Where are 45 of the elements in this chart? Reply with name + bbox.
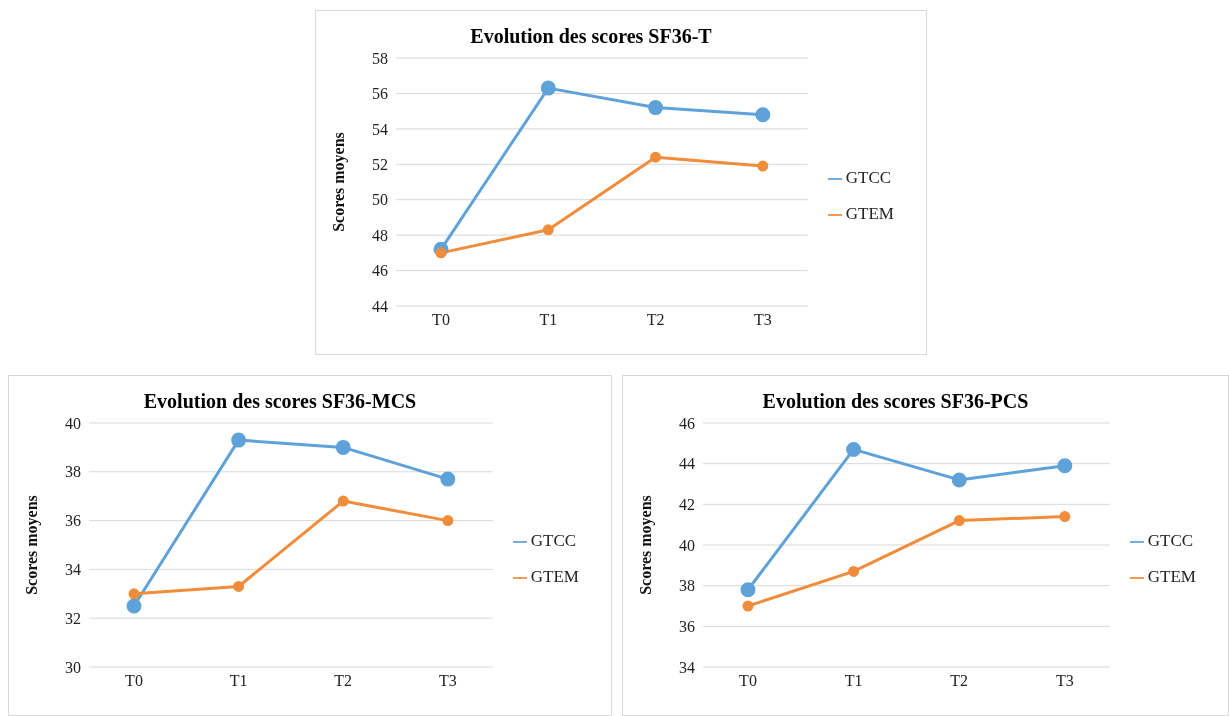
y-tick-label: 46: [372, 262, 388, 280]
chart-title: Evolution des scores SF36-T: [469, 25, 713, 48]
x-tick-label: T2: [334, 672, 353, 690]
y-tick-label: 36: [65, 512, 81, 530]
x-tick-label: T3: [1055, 672, 1074, 690]
y-tick-label: 38: [65, 463, 81, 481]
chart-title: Evolution des scores SF36-MCS: [142, 390, 418, 413]
y-tick-label: 54: [372, 120, 388, 138]
x-tick-label: T2: [950, 672, 969, 690]
y-tick-label: 34: [65, 561, 81, 579]
y-axis-title: Scores moyens: [22, 495, 41, 595]
legend-label: GTEM: [845, 203, 894, 223]
y-tick-label: 32: [65, 609, 81, 627]
legend-label: GTCC: [530, 530, 577, 550]
y-tick-label: 38: [679, 577, 695, 595]
y-tick-label: 44: [679, 455, 695, 473]
y-tick-label: 48: [372, 226, 388, 244]
y-tick-label: 46: [679, 414, 695, 432]
y-tick-label: 52: [372, 155, 388, 173]
x-tick-label: T3: [438, 672, 457, 690]
y-tick-label: 30: [65, 658, 81, 676]
legend-label: GTCC: [1147, 530, 1194, 550]
x-tick-label: T1: [539, 311, 558, 329]
x-tick-label: T2: [646, 311, 665, 329]
x-tick-label: T0: [739, 672, 757, 690]
y-tick-label: 40: [679, 536, 695, 554]
y-tick-label: 50: [372, 191, 388, 209]
y-tick-label: 58: [372, 49, 388, 67]
legend-label: GTEM: [530, 566, 579, 586]
chart-title: Evolution des scores SF36-PCS: [761, 390, 1030, 413]
y-tick-label: 36: [679, 618, 695, 636]
x-tick-label: T0: [432, 311, 450, 329]
x-tick-label: T1: [229, 672, 248, 690]
y-tick-label: 56: [372, 85, 388, 103]
y-tick-label: 42: [679, 496, 695, 514]
y-axis-title: Scores moyens: [329, 132, 348, 232]
legend-label: GTEM: [1147, 566, 1196, 586]
legend-label: GTCC: [845, 167, 892, 187]
x-tick-label: T1: [844, 672, 863, 690]
x-tick-label: T0: [125, 672, 143, 690]
y-tick-label: 34: [679, 658, 695, 676]
y-tick-label: 40: [65, 414, 81, 432]
y-tick-label: 44: [372, 297, 388, 315]
x-tick-label: T3: [753, 311, 772, 329]
y-axis-title: Scores moyens: [636, 495, 655, 595]
